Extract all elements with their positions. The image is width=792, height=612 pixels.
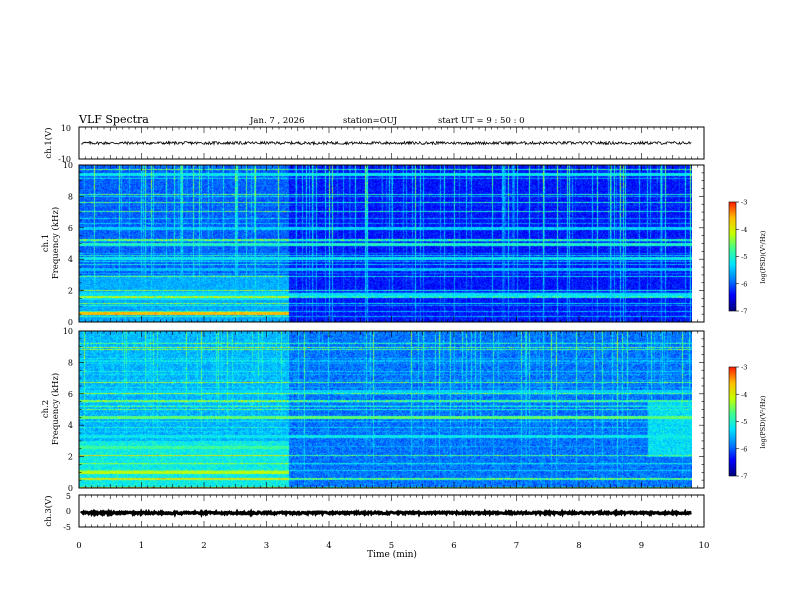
ch1-spectrogram-image bbox=[79, 165, 692, 322]
ch2-spectrogram-ylabel: Frequency (kHz) bbox=[50, 373, 61, 445]
ch3-waveform-trace bbox=[79, 508, 692, 518]
ch1-colorbar: -3 -4 -5 -6 -7 log(PSD)(V²/Hz) bbox=[728, 199, 767, 316]
time-tick-label: 0 bbox=[76, 541, 81, 551]
time-tick-label: 5 bbox=[389, 541, 394, 551]
ch1-waveform-trace bbox=[80, 140, 692, 146]
ch2-frequency-ticks: 0 2 4 6 8 10 bbox=[63, 327, 704, 493]
colorbar-tick-label: -5 bbox=[741, 253, 747, 261]
ch2-colorbar: -3 -4 -5 -6 -7 log(PSD)(V²/Hz) bbox=[728, 364, 767, 481]
time-axis-tick-labels: 0 1 2 3 4 5 6 7 8 9 10 bbox=[76, 541, 709, 551]
ch3-ytick-mid: 0 bbox=[66, 507, 71, 516]
time-tick-label: 4 bbox=[326, 541, 331, 551]
colorbar-tick-label: -6 bbox=[741, 280, 747, 288]
ch1-ytick-top: 10 bbox=[61, 124, 71, 133]
frequency-tick-label: 4 bbox=[68, 255, 73, 264]
colorbar-tick-label: -5 bbox=[741, 418, 747, 426]
ch1-ytick-bottom: -10 bbox=[58, 155, 71, 164]
ch2-colorbar-ticks: -3 -4 -5 -6 -7 bbox=[736, 364, 747, 481]
ch2-spectrogram-image bbox=[79, 331, 692, 488]
colorbar-tick-label: -3 bbox=[741, 364, 747, 372]
time-tick-label: 9 bbox=[639, 541, 644, 551]
time-axis-label: Time (min) bbox=[367, 549, 417, 560]
frequency-tick-label: 4 bbox=[68, 421, 73, 430]
frequency-tick-label: 0 bbox=[68, 484, 73, 493]
time-tick-label: 6 bbox=[451, 541, 456, 551]
figure-title: VLF Spectra bbox=[78, 113, 149, 126]
colorbar-tick-label: -3 bbox=[741, 199, 747, 207]
ch1-colorbar-gradient bbox=[729, 202, 736, 311]
frequency-tick-label: 6 bbox=[68, 224, 73, 233]
ch3-waveform-ylabel: ch.3(V) bbox=[43, 495, 54, 526]
colorbar-tick-label: -7 bbox=[741, 473, 747, 481]
frequency-tick-label: 0 bbox=[68, 318, 73, 327]
ch2-colorbar-label: log(PSD)(V²/Hz) bbox=[759, 395, 767, 448]
station-label: station=OUJ bbox=[343, 116, 398, 126]
ch2-spectrogram-ylabel: ch.2 bbox=[41, 400, 51, 418]
frequency-tick-label: 8 bbox=[68, 358, 73, 367]
frequency-tick-label: 10 bbox=[63, 327, 73, 336]
ch2-colorbar-gradient bbox=[729, 367, 736, 476]
ch1-frequency-ticks: 0 2 4 6 8 10 bbox=[63, 161, 704, 327]
time-axis-ticks bbox=[78, 127, 705, 527]
frequency-tick-label: 10 bbox=[63, 161, 73, 170]
ch1-spectrogram-panel: ch.1 Frequency (kHz) 0 2 4 6 8 10 bbox=[41, 161, 705, 327]
time-tick-label: 2 bbox=[201, 541, 206, 551]
colorbar-tick-label: -4 bbox=[741, 391, 747, 399]
date-label: Jan. 7 , 2026 bbox=[249, 116, 305, 126]
start-ut-label: start UT = 9 : 50 : 0 bbox=[438, 116, 525, 126]
colorbar-tick-label: -7 bbox=[741, 308, 747, 316]
time-tick-label: 10 bbox=[699, 541, 710, 551]
ch2-spectrogram-panel: ch.2 Frequency (kHz) 0 2 4 6 8 10 bbox=[41, 327, 705, 493]
frequency-tick-label: 2 bbox=[68, 287, 73, 296]
frequency-tick-label: 6 bbox=[68, 390, 73, 399]
frequency-tick-label: 2 bbox=[68, 453, 73, 462]
time-tick-label: 1 bbox=[139, 541, 144, 551]
ch1-spectrogram-ylabel: Frequency (kHz) bbox=[50, 207, 61, 279]
ch3-waveform-panel: 5 0 -5 ch.3(V) bbox=[43, 492, 705, 532]
ch1-colorbar-label: log(PSD)(V²/Hz) bbox=[759, 230, 767, 283]
ch1-waveform-ylabel: ch.1(V) bbox=[43, 127, 54, 158]
time-tick-label: 7 bbox=[514, 541, 519, 551]
colorbar-tick-label: -6 bbox=[741, 445, 747, 453]
time-tick-label: 3 bbox=[264, 541, 269, 551]
colorbar-tick-label: -4 bbox=[741, 226, 747, 234]
ch3-ytick-top: 5 bbox=[66, 492, 71, 501]
frequency-tick-label: 8 bbox=[68, 192, 73, 201]
ch1-spectrogram-ylabel: ch.1 bbox=[41, 234, 51, 252]
ch3-ytick-bottom: -5 bbox=[63, 523, 71, 532]
ch1-waveform-panel: 10 -10 ch.1(V) bbox=[43, 124, 705, 164]
time-tick-label: 8 bbox=[576, 541, 581, 551]
ch1-colorbar-ticks: -3 -4 -5 -6 -7 bbox=[736, 199, 747, 316]
